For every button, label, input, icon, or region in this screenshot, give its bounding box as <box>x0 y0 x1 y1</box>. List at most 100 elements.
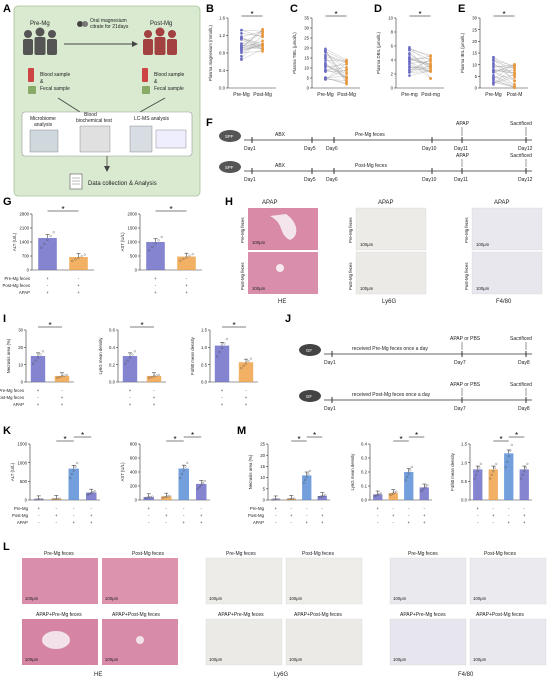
bar <box>146 242 165 270</box>
y-tick-label: 0 <box>21 380 24 385</box>
data-point <box>479 462 482 465</box>
pair-line <box>241 39 263 50</box>
condition-sign: - <box>37 395 39 400</box>
panel-label-k: K <box>3 425 11 437</box>
condition-sign: + <box>37 506 40 511</box>
condition-sign: - <box>424 506 426 511</box>
svg-text:Day1: Day1 <box>244 146 256 152</box>
condition-sign: - <box>408 513 410 518</box>
data-point <box>180 473 184 476</box>
chart-g-alt: 0 700 1400 2100 2800 ALT (U/L) * <box>12 205 94 273</box>
data-point <box>65 373 68 376</box>
data-point <box>410 465 413 469</box>
svg-text:APAP: APAP <box>456 153 470 159</box>
data-point <box>247 360 250 363</box>
data-point <box>69 476 72 480</box>
bar <box>317 495 327 500</box>
data-point <box>185 256 188 259</box>
he-pre <box>22 558 98 604</box>
sample-tubes-icon-right <box>142 68 150 94</box>
data-point <box>70 473 74 476</box>
svg-text:Day5: Day5 <box>304 177 316 183</box>
condition-label: Post-Mg <box>248 513 265 518</box>
significance-star: * <box>232 321 235 330</box>
y-axis-label: F4/80 mean density <box>190 336 195 375</box>
f480-image-pre <box>471 207 543 251</box>
bar <box>33 499 44 500</box>
y-tick-label: 1000 <box>127 240 137 245</box>
pair-line <box>493 64 515 68</box>
svg-text:100μm: 100μm <box>473 657 487 662</box>
pair-line <box>493 65 515 73</box>
condition-sign: - <box>221 395 223 400</box>
condition-sign: + <box>153 402 156 407</box>
svg-text:received Pre-Mg feces once a d: received Pre-Mg feces once a day <box>352 346 428 352</box>
data-point <box>324 76 327 79</box>
mouse-icon <box>219 161 241 173</box>
data-point <box>492 79 495 83</box>
data-point <box>429 54 432 57</box>
panel-l-histology: Pre-Mg feces Post-Mg feces APAP+Pre-Mg f… <box>22 551 547 678</box>
y-tick-label: 10 <box>388 16 393 21</box>
data-point <box>408 63 411 67</box>
y-axis-label: Necrosis area (%) <box>6 338 11 373</box>
significance-star: * <box>169 205 172 214</box>
condition-sign: - <box>275 513 277 518</box>
condition-sign: + <box>376 506 379 511</box>
y-tick-label: 700 <box>22 254 30 259</box>
data-point <box>76 461 79 465</box>
panel-label-g: G <box>3 196 12 208</box>
y-axis-label: Ly6G mean density <box>350 453 355 491</box>
condition-sign: + <box>129 402 132 407</box>
svg-text:Blood sample: Blood sample <box>154 72 185 78</box>
condition-sign: - <box>322 506 324 511</box>
y-tick-label: 8 <box>391 30 394 35</box>
data-point <box>304 478 307 481</box>
condition-sign: + <box>200 513 203 518</box>
y-tick-label: 2100 <box>19 226 29 231</box>
bar <box>519 469 529 500</box>
condition-sign: - <box>166 520 168 525</box>
data-point <box>429 60 432 63</box>
fecal-sample-left: Fecal sample <box>40 86 70 92</box>
condition-sign: + <box>523 520 526 525</box>
condition-sign: + <box>129 388 132 393</box>
y-axis-label: Plasma IBIL (μmol/L) <box>460 32 465 73</box>
data-point <box>307 472 310 475</box>
bar <box>146 375 162 382</box>
y-tick-label: 15 <box>472 51 477 56</box>
panel-a-workflow: Pre-Mg Post-Mg Oral magnesium citrate fo… <box>13 5 201 197</box>
y-tick-label: 0.4 <box>219 68 226 73</box>
y-tick-label: 0.1 <box>361 484 368 489</box>
y-tick-label: 1000 <box>17 460 27 465</box>
condition-sign: - <box>245 388 247 393</box>
condition-sign: - <box>155 283 157 288</box>
data-point <box>240 58 243 61</box>
data-point <box>473 477 476 480</box>
bar <box>54 375 70 382</box>
pair-line <box>325 67 347 71</box>
chart-d: 0 2 4 6 8 10 Plasma DBIL (μmol/L) * Pre-mg Post-m… <box>376 10 444 98</box>
bar <box>86 492 97 500</box>
pair-line <box>409 67 431 72</box>
svg-text:100μm: 100μm <box>360 286 374 291</box>
data-point <box>293 497 296 500</box>
y-tick-label: 0.4 <box>109 345 116 350</box>
condition-sign: + <box>165 513 168 518</box>
condition-sign: + <box>274 506 277 511</box>
condition-sign: + <box>77 283 80 288</box>
x-tick-label: Post-mg <box>421 92 440 98</box>
y-tick-label: 500 <box>20 479 28 484</box>
y-axis-label: Plasma magnesium (mmol/L) <box>208 24 213 80</box>
data-point <box>345 65 348 69</box>
sequencer-icon <box>29 129 59 153</box>
condition-sign: + <box>245 402 248 407</box>
y-tick-label: 1.6 <box>219 16 226 21</box>
pair-line <box>325 48 347 61</box>
x-tick-label: Pre-mg <box>401 92 418 98</box>
pair-line <box>409 48 431 79</box>
y-tick-label: 600 <box>130 456 138 461</box>
y-tick-label: 0.2 <box>361 470 368 475</box>
data-point <box>510 443 513 446</box>
